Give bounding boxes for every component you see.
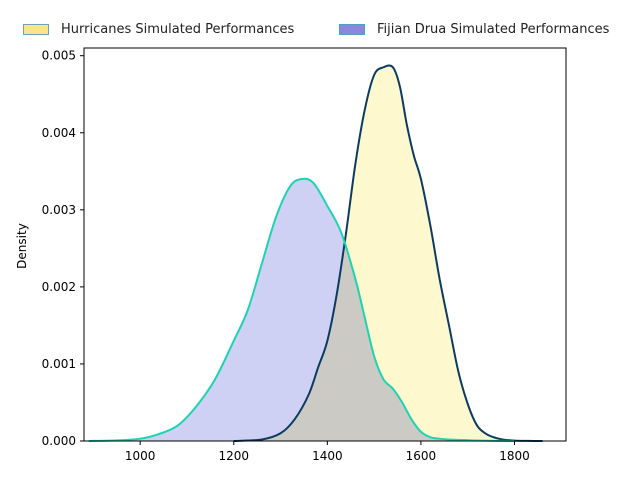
density-lines xyxy=(88,64,543,442)
legend: Hurricanes Simulated Performances Fijian… xyxy=(0,19,640,39)
x-tick-label: 1600 xyxy=(406,449,437,463)
density-line-fijian-drua xyxy=(88,177,515,442)
x-axis: 1000 1200 1400 1600 1800 xyxy=(125,441,530,463)
x-tick-label: 1800 xyxy=(499,449,530,463)
plot-frame xyxy=(83,47,567,442)
y-tick-label: 0.004 xyxy=(42,126,76,140)
y-axis-label: Density xyxy=(15,223,29,269)
y-tick-label: 0.001 xyxy=(42,357,76,371)
legend-label-fijian-drua: Fijian Drua Simulated Performances xyxy=(377,21,610,37)
legend-item-hurricanes: Hurricanes Simulated Performances xyxy=(23,19,294,39)
legend-item-fijian-drua: Fijian Drua Simulated Performances xyxy=(339,19,609,39)
legend-swatch-hurricanes xyxy=(23,23,49,35)
density-areas xyxy=(88,65,543,441)
x-tick-label: 1200 xyxy=(218,449,249,463)
legend-swatch-fijian-drua xyxy=(339,23,365,35)
y-axis: 0.000 0.001 0.002 0.003 0.004 0.005 xyxy=(42,49,84,448)
x-tick-label: 1400 xyxy=(312,449,343,463)
y-tick-label: 0.003 xyxy=(42,203,76,217)
density-area-fijian-drua xyxy=(88,178,515,441)
legend-label-hurricanes: Hurricanes Simulated Performances xyxy=(61,21,295,37)
y-tick-label: 0.005 xyxy=(42,49,76,63)
density-area-hurricanes xyxy=(233,65,543,441)
y-tick-label: 0.000 xyxy=(42,434,76,448)
y-tick-label: 0.002 xyxy=(42,280,76,294)
density-line-hurricanes xyxy=(233,64,543,442)
x-tick-label: 1000 xyxy=(125,449,156,463)
